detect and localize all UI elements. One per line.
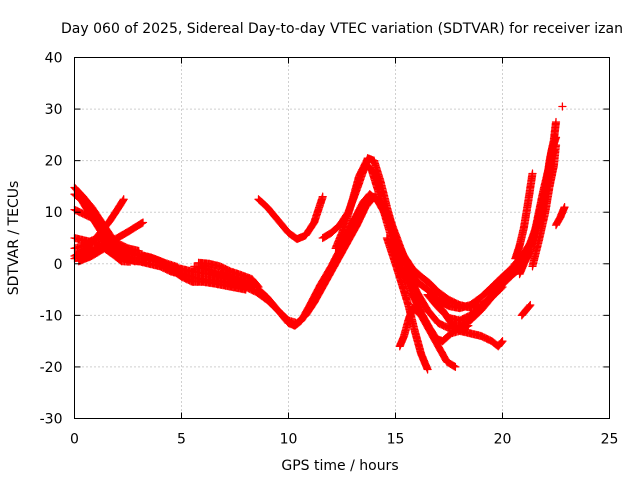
y-tick-label: 30: [45, 102, 63, 118]
series-arc-25: [517, 300, 535, 320]
series-arc-12: [190, 262, 250, 286]
y-axis-label: SDTVAR / TECUs: [6, 181, 22, 296]
series-arc-08: [74, 244, 135, 266]
y-tick-label: 10: [45, 205, 63, 221]
y-tick-label: -30: [40, 412, 63, 428]
x-axis-label: GPS time / hours: [281, 458, 398, 474]
series-arc-10: [166, 264, 250, 294]
y-tick-label: -20: [40, 360, 63, 376]
tick-labels: 0 5 10 15 20 25 -30 -20 -10 0 10 20 30 40: [40, 51, 619, 448]
series-arc-14: [254, 192, 327, 244]
axis-ticks: [74, 57, 610, 419]
series-arc-26: [551, 202, 569, 230]
x-tick-label: 0: [70, 432, 79, 448]
x-tick-label: 25: [601, 432, 619, 448]
y-tick-label: 20: [45, 154, 63, 170]
series-arc-11: [194, 258, 263, 292]
x-tick-label: 20: [494, 432, 512, 448]
series-arc-27: [558, 102, 567, 111]
y-tick-label: 0: [54, 257, 63, 273]
series-arc-22: [511, 169, 537, 263]
y-tick-label: 40: [45, 51, 63, 67]
series-arc-18: [382, 233, 432, 374]
series-arc-24: [528, 141, 561, 271]
chart-title: Day 060 of 2025, Sidereal Day-to-day VTE…: [61, 21, 623, 37]
series-layer: [70, 102, 569, 374]
x-tick-label: 15: [387, 432, 405, 448]
x-tick-label: 10: [280, 432, 298, 448]
x-tick-label: 5: [177, 432, 186, 448]
y-tick-label: -10: [40, 308, 63, 324]
plot-frame: [74, 57, 610, 419]
